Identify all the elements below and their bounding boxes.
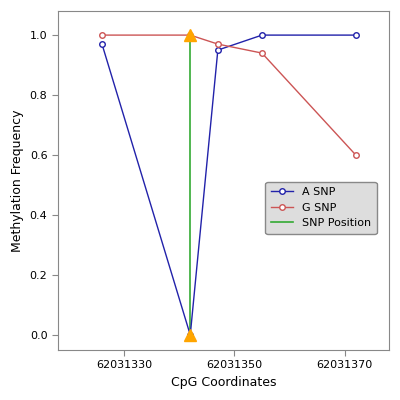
Y-axis label: Methylation Frequency: Methylation Frequency: [11, 109, 24, 252]
A SNP: [260, 33, 264, 38]
Line: G SNP: G SNP: [99, 32, 358, 158]
G SNP: [353, 153, 358, 158]
G SNP: [188, 33, 193, 38]
A SNP: [216, 48, 220, 52]
G SNP: [216, 42, 220, 46]
G SNP: [260, 51, 264, 56]
A SNP: [188, 332, 193, 337]
A SNP: [100, 42, 104, 46]
A SNP: [353, 33, 358, 38]
X-axis label: CpG Coordinates: CpG Coordinates: [171, 376, 276, 389]
G SNP: [100, 33, 104, 38]
Line: A SNP: A SNP: [99, 32, 358, 338]
Legend: A SNP, G SNP, SNP Position: A SNP, G SNP, SNP Position: [265, 182, 377, 234]
